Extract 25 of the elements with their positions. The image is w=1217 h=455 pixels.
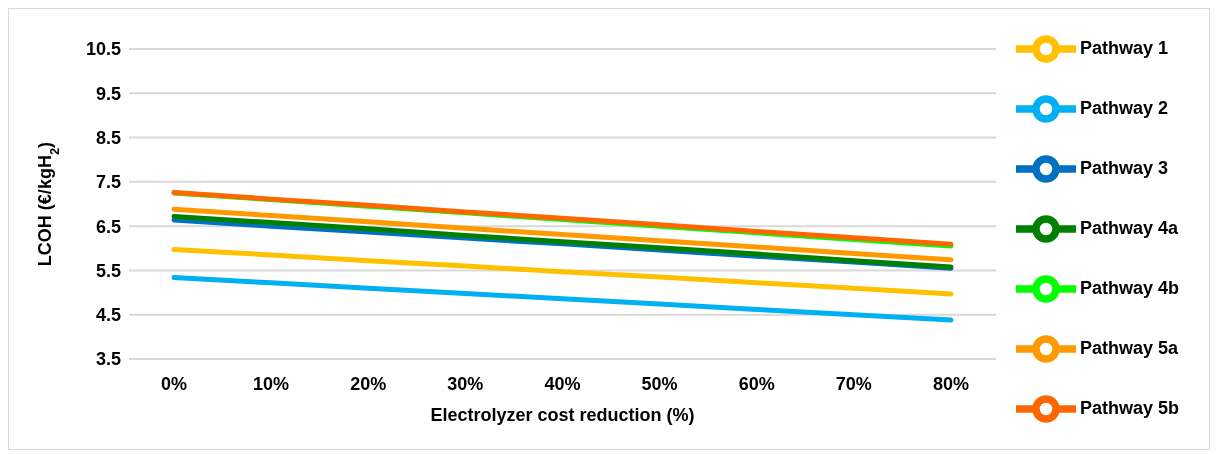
x-tick-label: 20% — [350, 373, 387, 394]
legend-label: Pathway 2 — [1079, 97, 1168, 118]
y-tick-label: 4.5 — [95, 305, 121, 326]
legend-label: Pathway 4b — [1079, 277, 1179, 298]
legend-label: Pathway 5a — [1079, 337, 1179, 358]
y-tick-label: 8.5 — [95, 127, 121, 148]
x-tick-label: 0% — [160, 373, 188, 394]
x-tick-label: 40% — [544, 373, 581, 394]
legend-label: Pathway 3 — [1079, 157, 1168, 178]
x-tick-label: 30% — [447, 373, 484, 394]
y-tick-label: 9.5 — [95, 83, 121, 104]
y-tick-label: 5.5 — [95, 260, 121, 281]
x-tick-label: 70% — [835, 373, 872, 394]
x-tick-label: 60% — [738, 373, 775, 394]
y-tick-label: 6.5 — [95, 216, 121, 237]
legend-label: Pathway 5b — [1079, 397, 1179, 418]
y-tick-label: 7.5 — [95, 172, 121, 193]
legend-label: Pathway 4a — [1079, 217, 1179, 238]
y-tick-label: 3.5 — [95, 349, 121, 370]
x-axis-title: Electrolyzer cost reduction (%) — [430, 405, 695, 425]
x-tick-label: 80% — [932, 373, 969, 394]
legend-label: Pathway 1 — [1079, 37, 1168, 58]
x-tick-label: 10% — [253, 373, 290, 394]
y-tick-label: 10.5 — [85, 39, 121, 60]
x-tick-label: 50% — [641, 373, 678, 394]
